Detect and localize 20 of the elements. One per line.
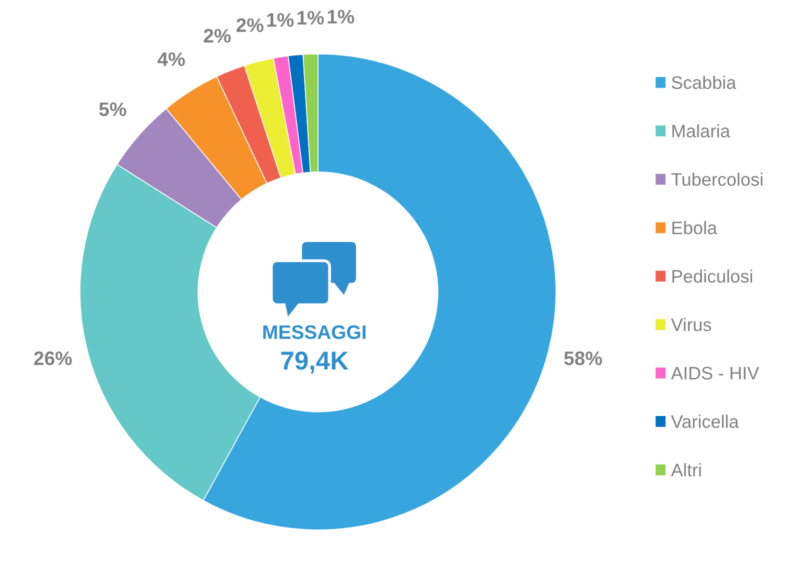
legend-label: Varicella xyxy=(671,414,739,428)
legend-label: Pediculosi xyxy=(672,269,752,283)
data-label: 26% xyxy=(34,351,72,366)
data-label: 2% xyxy=(204,28,231,43)
data-label: 2% xyxy=(236,18,264,32)
data-label: 1% xyxy=(328,10,354,24)
data-label: 58% xyxy=(564,351,602,366)
legend-label: Tubercolosi xyxy=(671,172,762,186)
legend-label: Altri xyxy=(671,463,701,476)
data-label: 4% xyxy=(158,52,185,66)
legend-label: AIDS - HIV xyxy=(671,366,760,380)
text: 79,4K xyxy=(281,352,348,374)
legend-label: Ebola xyxy=(672,221,718,234)
legend-label: Virus xyxy=(671,318,712,332)
legend-label: Malaria xyxy=(672,124,730,138)
data-label: 5% xyxy=(99,102,126,116)
text: MESSAGGI xyxy=(263,325,366,340)
data-label: 1% xyxy=(267,13,294,27)
legend-label: Scabbia xyxy=(672,76,736,90)
data-label: 1% xyxy=(298,10,324,25)
